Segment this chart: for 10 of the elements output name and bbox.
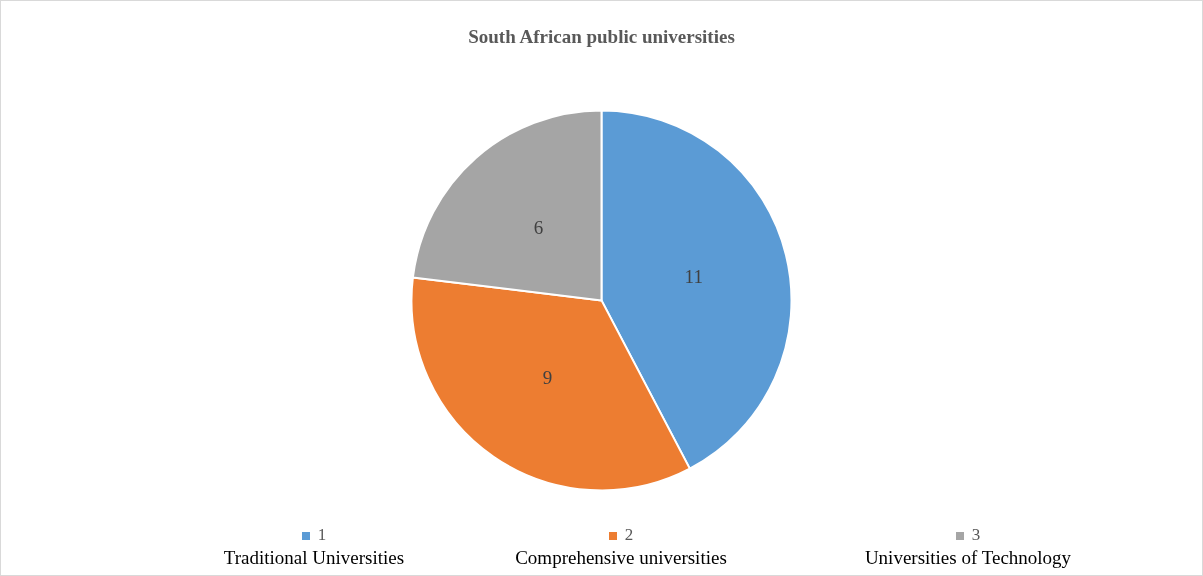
chart-title: South African public universities (468, 26, 735, 48)
text: Comprehensive universities (514, 547, 728, 569)
data-label: 11 (684, 265, 703, 287)
data-label: 6 (533, 217, 544, 239)
legend-label: 2 (623, 525, 635, 545)
text: Traditional Universities (222, 547, 406, 569)
data-label: 9 (542, 366, 553, 388)
legend-label: 1 (316, 525, 328, 545)
legend-label: 3 (970, 525, 982, 545)
text: Universities of Technology (863, 547, 1073, 569)
